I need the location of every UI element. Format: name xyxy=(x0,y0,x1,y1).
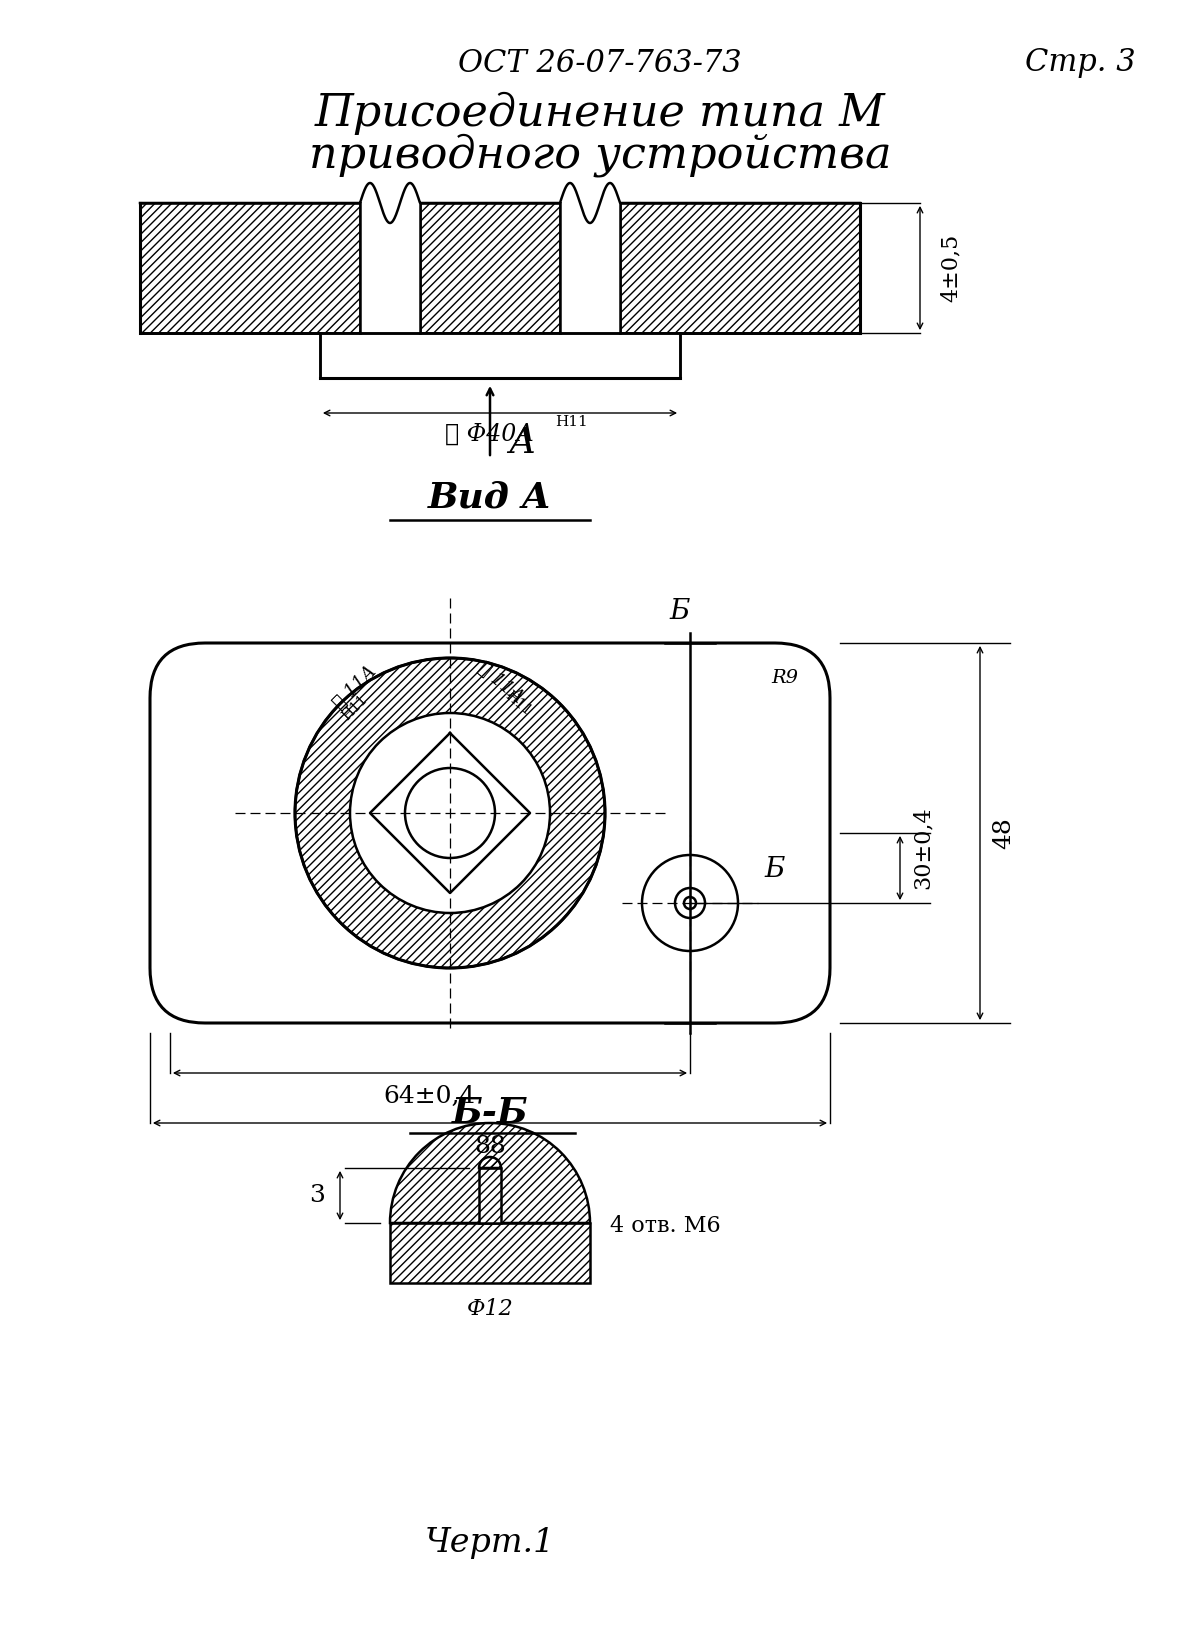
Text: А: А xyxy=(508,426,535,460)
Text: 48: 48 xyxy=(992,817,1015,849)
Bar xyxy=(320,334,680,378)
Circle shape xyxy=(406,767,496,858)
Text: 30±0,4: 30±0,4 xyxy=(912,807,934,889)
Text: 4±0,5: 4±0,5 xyxy=(940,233,962,302)
FancyBboxPatch shape xyxy=(150,642,830,1024)
Text: Ф12: Ф12 xyxy=(467,1298,514,1319)
Bar xyxy=(479,1168,502,1222)
Text: Вид А: Вид А xyxy=(428,481,552,514)
Bar xyxy=(420,204,560,334)
Text: Присоединение типа М: Присоединение типа М xyxy=(314,92,886,135)
Circle shape xyxy=(674,887,706,918)
Text: ③ 11А: ③ 11А xyxy=(474,659,526,706)
Text: 4 отв. М6: 4 отв. М6 xyxy=(610,1214,721,1237)
Text: ОСТ 26-07-763-73: ОСТ 26-07-763-73 xyxy=(458,48,742,79)
Bar xyxy=(140,204,360,334)
Circle shape xyxy=(350,713,550,914)
Text: 88: 88 xyxy=(474,1135,506,1158)
Circle shape xyxy=(684,897,696,909)
Text: ③ 11А: ③ 11А xyxy=(330,662,380,713)
Text: Б: Б xyxy=(670,598,690,624)
Bar xyxy=(620,204,860,334)
Text: Н11: Н11 xyxy=(554,416,588,429)
Text: Б-Б: Б-Б xyxy=(451,1096,528,1130)
Text: ③ Ф40А: ③ Ф40А xyxy=(445,422,534,445)
Text: 3: 3 xyxy=(310,1185,325,1208)
Circle shape xyxy=(642,854,738,951)
Text: Стр. 3: Стр. 3 xyxy=(1025,48,1135,79)
Text: Черт.1: Черт.1 xyxy=(425,1526,556,1559)
Text: R9: R9 xyxy=(772,669,798,687)
Bar xyxy=(560,204,620,334)
Bar xyxy=(360,204,420,334)
Bar xyxy=(390,1222,590,1283)
Text: 64±0,4: 64±0,4 xyxy=(384,1084,476,1107)
Text: Б: Б xyxy=(764,856,785,882)
Text: Н11: Н11 xyxy=(340,693,371,723)
Text: Н11: Н11 xyxy=(502,688,534,718)
Text: приводного устройства: приводного устройства xyxy=(308,133,892,177)
